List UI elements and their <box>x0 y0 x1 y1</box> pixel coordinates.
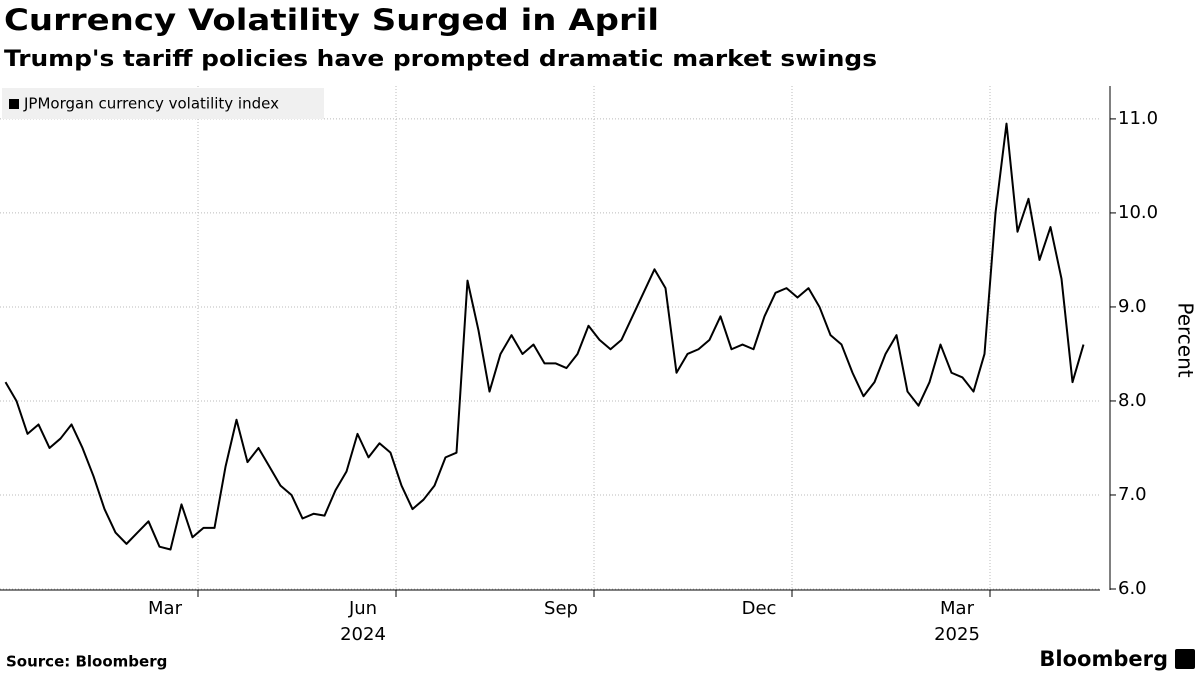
y-tick-label: 6.0 <box>1118 578 1147 599</box>
x-tick-label: Mar <box>940 598 975 619</box>
legend-label: JPMorgan currency volatility index <box>23 95 279 113</box>
y-tick-label: 9.0 <box>1118 296 1147 317</box>
x-tick-label: Dec <box>742 598 777 619</box>
x-tick-label: Jun <box>348 598 377 619</box>
line <box>4 122 1085 551</box>
source: Source: Bloomberg <box>6 653 167 671</box>
x-tick-label: Sep <box>544 598 578 619</box>
y-tick-label: 11.0 <box>1118 108 1158 129</box>
x-year-label: 2025 <box>934 624 980 645</box>
x-year-label: 2024 <box>340 624 386 645</box>
legend-box <box>2 88 324 119</box>
chart-title: Currency Volatility Surged in April <box>4 3 659 37</box>
x-tick-label: Mar <box>148 598 183 619</box>
legend-swatch <box>9 99 19 109</box>
y-tick-label: 8.0 <box>1118 390 1147 411</box>
logo: Bloomberg <box>1039 647 1168 671</box>
logo-icon <box>1175 649 1195 669</box>
y-tick-label: 7.0 <box>1118 484 1147 505</box>
chart-subtitle: Trump's tariff policies have prompted dr… <box>4 47 877 72</box>
y-tick-label: 10.0 <box>1118 202 1158 223</box>
y-axis-label: Percent <box>1174 302 1198 377</box>
